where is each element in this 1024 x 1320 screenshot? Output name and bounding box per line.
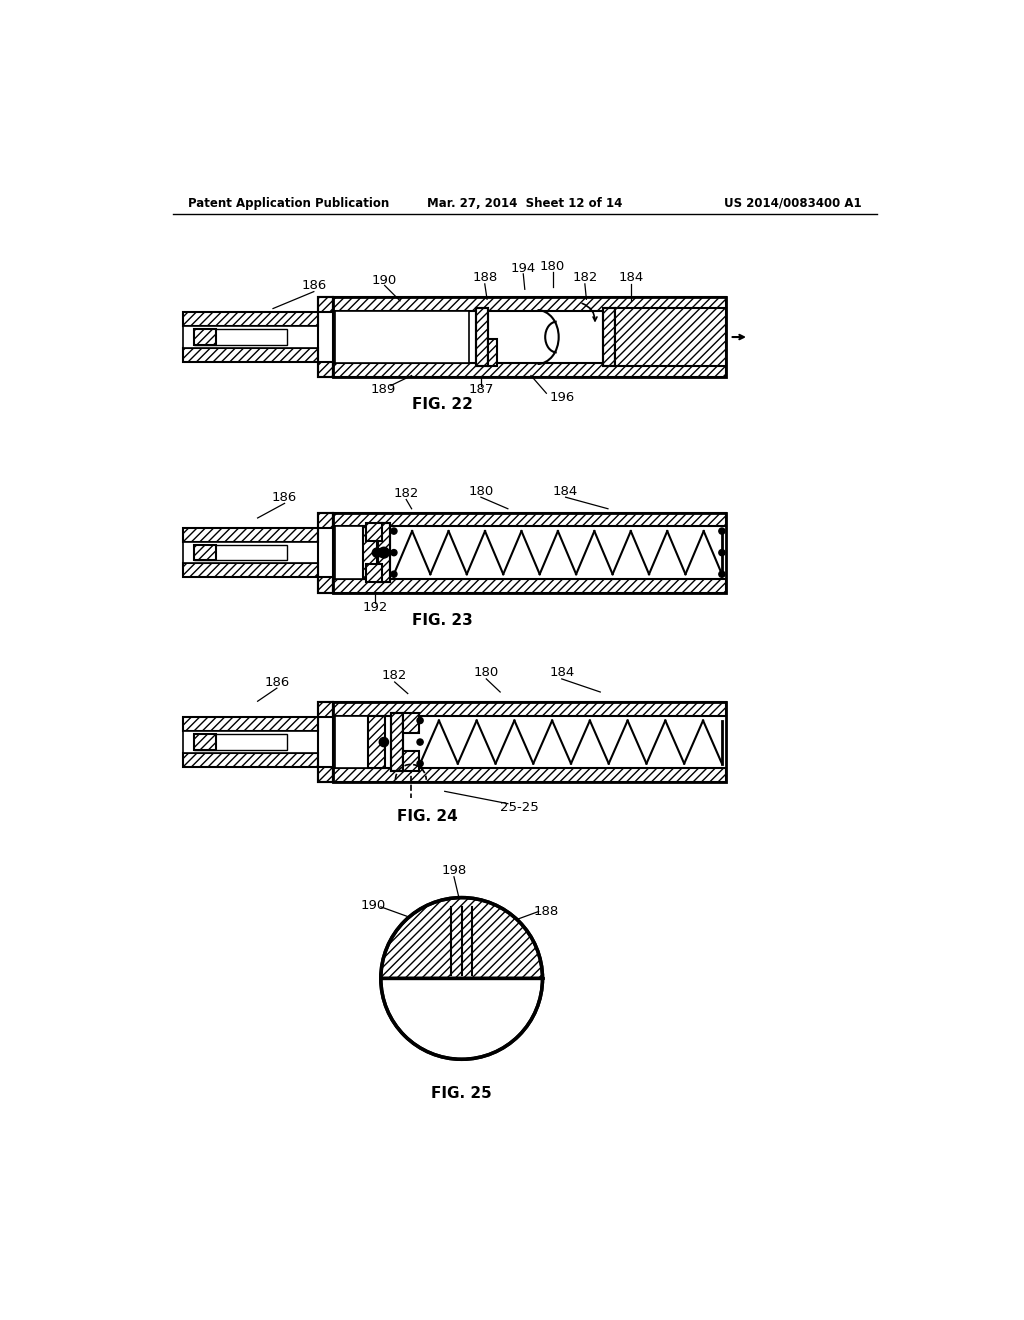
Text: 194: 194 xyxy=(511,261,536,275)
Text: 187: 187 xyxy=(468,383,494,396)
Bar xyxy=(195,330,216,345)
Bar xyxy=(391,713,403,771)
Circle shape xyxy=(391,528,397,535)
Circle shape xyxy=(379,738,388,747)
Text: 184: 184 xyxy=(553,484,579,498)
Bar xyxy=(195,734,216,750)
Bar xyxy=(333,512,726,593)
Wedge shape xyxy=(381,898,543,978)
Wedge shape xyxy=(381,978,543,1059)
Text: 184: 184 xyxy=(549,667,574,680)
Bar xyxy=(333,578,726,593)
Text: 25-25: 25-25 xyxy=(500,801,539,814)
Text: 182: 182 xyxy=(382,669,408,682)
Circle shape xyxy=(719,528,725,535)
Bar xyxy=(403,713,419,733)
Text: 182: 182 xyxy=(393,487,419,500)
Bar xyxy=(195,330,287,345)
Circle shape xyxy=(379,548,389,558)
Bar xyxy=(333,702,726,781)
Bar xyxy=(367,524,382,541)
Bar xyxy=(317,577,333,593)
Text: US 2014/0083400 A1: US 2014/0083400 A1 xyxy=(724,197,862,210)
Text: 184: 184 xyxy=(618,271,644,284)
Bar xyxy=(602,308,614,367)
Bar xyxy=(335,715,382,768)
Bar xyxy=(333,363,726,378)
Bar xyxy=(364,527,377,578)
Bar xyxy=(614,308,726,367)
Bar xyxy=(317,767,333,781)
Bar xyxy=(317,362,333,378)
Bar xyxy=(403,751,419,771)
Circle shape xyxy=(391,549,397,556)
Bar xyxy=(195,545,216,560)
Text: 190: 190 xyxy=(372,273,397,286)
Circle shape xyxy=(391,572,397,577)
Bar xyxy=(183,752,317,767)
Text: 180: 180 xyxy=(474,667,499,680)
Text: 188: 188 xyxy=(472,271,498,284)
Bar xyxy=(602,308,614,367)
Bar xyxy=(183,543,317,564)
Circle shape xyxy=(373,548,382,557)
Text: 188: 188 xyxy=(534,906,559,917)
Text: 198: 198 xyxy=(441,865,467,878)
Text: 186: 186 xyxy=(272,491,297,504)
Bar xyxy=(183,348,317,362)
Bar xyxy=(317,297,333,313)
Text: 190: 190 xyxy=(360,899,386,912)
Circle shape xyxy=(417,718,423,723)
Text: 189: 189 xyxy=(371,383,395,396)
Text: 180: 180 xyxy=(468,484,494,498)
Circle shape xyxy=(719,549,725,556)
Bar xyxy=(335,527,377,578)
Bar xyxy=(378,524,390,582)
Bar xyxy=(195,545,287,560)
Bar xyxy=(333,512,726,527)
Bar xyxy=(317,297,333,378)
Bar xyxy=(183,326,317,348)
Bar xyxy=(183,313,317,326)
Bar xyxy=(183,731,317,752)
Circle shape xyxy=(417,760,423,767)
Text: FIG. 22: FIG. 22 xyxy=(412,397,473,412)
Circle shape xyxy=(417,739,423,744)
Bar xyxy=(317,702,333,718)
Bar xyxy=(317,512,333,528)
Bar xyxy=(317,512,333,593)
Bar xyxy=(317,702,333,781)
Text: 180: 180 xyxy=(540,260,565,273)
Text: FIG. 23: FIG. 23 xyxy=(412,612,473,628)
Bar xyxy=(333,297,726,312)
Bar xyxy=(195,734,287,750)
Circle shape xyxy=(719,572,725,577)
Bar xyxy=(475,308,487,367)
Bar xyxy=(333,702,726,715)
Text: 196: 196 xyxy=(549,391,574,404)
Bar xyxy=(333,297,726,378)
Text: Patent Application Publication: Patent Application Publication xyxy=(188,197,389,210)
Bar xyxy=(475,308,487,367)
Text: Mar. 27, 2014  Sheet 12 of 14: Mar. 27, 2014 Sheet 12 of 14 xyxy=(427,197,623,210)
Bar xyxy=(378,524,390,582)
Text: 186: 186 xyxy=(301,279,327,292)
Text: 192: 192 xyxy=(362,601,388,614)
Bar xyxy=(183,718,317,731)
Bar xyxy=(391,713,403,771)
Text: 182: 182 xyxy=(572,271,598,284)
Bar xyxy=(183,528,317,541)
Bar xyxy=(367,564,382,582)
Text: 186: 186 xyxy=(264,676,290,689)
Text: FIG. 24: FIG. 24 xyxy=(396,809,458,824)
Bar xyxy=(333,768,726,781)
Text: FIG. 25: FIG. 25 xyxy=(431,1086,493,1101)
Bar xyxy=(335,312,469,363)
Bar xyxy=(183,564,317,577)
Bar xyxy=(487,339,497,367)
Bar xyxy=(369,715,385,768)
